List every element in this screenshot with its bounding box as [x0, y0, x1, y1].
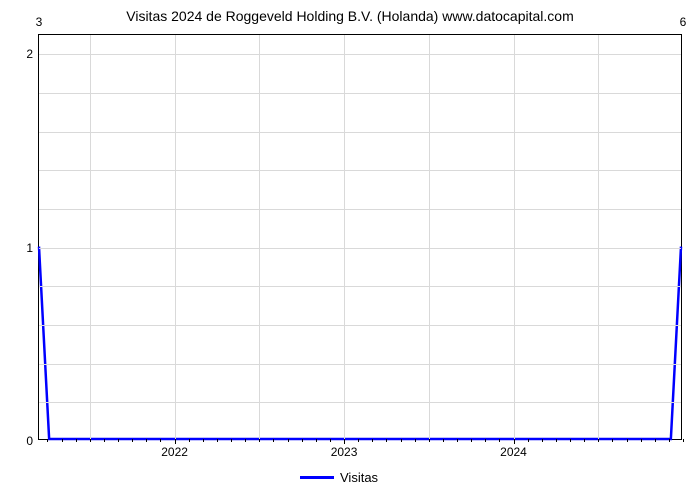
legend-swatch — [300, 476, 334, 479]
gridline-horizontal — [39, 170, 681, 171]
x-minor-tick — [146, 439, 147, 442]
gridline-horizontal — [39, 325, 681, 326]
gridline-vertical — [514, 35, 515, 439]
x-minor-tick — [330, 439, 331, 442]
y-tick-label: 2 — [26, 47, 33, 61]
gridline-vertical — [90, 35, 91, 439]
series-line — [39, 247, 681, 439]
x-minor-tick — [528, 439, 529, 442]
x-minor-tick — [217, 439, 218, 442]
x-tick-mark — [344, 439, 345, 444]
x-minor-tick — [443, 439, 444, 442]
gridline-horizontal — [39, 54, 681, 55]
x-minor-tick — [598, 439, 599, 442]
x2-tick-label: 3 — [36, 15, 43, 29]
gridline-vertical — [598, 35, 599, 439]
x-minor-tick — [76, 439, 77, 442]
gridline-horizontal — [39, 402, 681, 403]
gridline-horizontal — [39, 132, 681, 133]
plot-area: 01220222023202436 — [38, 34, 682, 440]
x-minor-tick — [386, 439, 387, 442]
chart-title: Visitas 2024 de Roggeveld Holding B.V. (… — [0, 8, 700, 24]
x-tick-label: 2024 — [500, 445, 527, 459]
x-minor-tick — [259, 439, 260, 442]
y-tick-label: 0 — [26, 434, 33, 448]
x-tick-label: 2022 — [161, 445, 188, 459]
y-tick-label: 1 — [26, 241, 33, 255]
legend-label: Visitas — [340, 470, 378, 485]
x-minor-tick — [104, 439, 105, 442]
x-minor-tick — [641, 439, 642, 442]
line-series — [39, 35, 681, 439]
x-minor-tick — [203, 439, 204, 442]
x-minor-tick — [118, 439, 119, 442]
x-minor-tick — [288, 439, 289, 442]
gridline-vertical — [344, 35, 345, 439]
gridline-horizontal — [39, 209, 681, 210]
x-minor-tick — [627, 439, 628, 442]
x-minor-tick — [316, 439, 317, 442]
x-minor-tick — [669, 439, 670, 442]
gridline-vertical — [259, 35, 260, 439]
x-minor-tick — [485, 439, 486, 442]
x-minor-tick — [372, 439, 373, 442]
x-minor-tick — [499, 439, 500, 442]
x-minor-tick — [556, 439, 557, 442]
gridline-vertical — [429, 35, 430, 439]
x-minor-tick — [189, 439, 190, 442]
gridline-horizontal — [39, 364, 681, 365]
x-minor-tick — [245, 439, 246, 442]
gridline-horizontal — [39, 248, 681, 249]
gridline-horizontal — [39, 93, 681, 94]
x-minor-tick — [542, 439, 543, 442]
x-minor-tick — [457, 439, 458, 442]
gridline-vertical — [175, 35, 176, 439]
x-minor-tick — [401, 439, 402, 442]
x-minor-tick — [231, 439, 232, 442]
x-minor-tick — [612, 439, 613, 442]
x-minor-tick — [62, 439, 63, 442]
gridline-horizontal — [39, 286, 681, 287]
x-minor-tick — [90, 439, 91, 442]
x-minor-tick — [471, 439, 472, 442]
x-minor-tick — [358, 439, 359, 442]
x2-tick-label: 6 — [680, 15, 687, 29]
x-tick-mark — [514, 439, 515, 444]
x-minor-tick — [160, 439, 161, 442]
x-tick-mark — [175, 439, 176, 444]
x-minor-tick — [570, 439, 571, 442]
x-minor-tick — [132, 439, 133, 442]
x-minor-tick — [429, 439, 430, 442]
x-minor-tick — [584, 439, 585, 442]
x-minor-tick — [273, 439, 274, 442]
x-minor-tick — [47, 439, 48, 442]
x-minor-tick — [302, 439, 303, 442]
x-minor-tick — [683, 439, 684, 442]
chart: Visitas 2024 de Roggeveld Holding B.V. (… — [0, 0, 700, 500]
x-minor-tick — [655, 439, 656, 442]
x-minor-tick — [415, 439, 416, 442]
x-tick-label: 2023 — [331, 445, 358, 459]
legend: Visitas — [300, 470, 378, 485]
